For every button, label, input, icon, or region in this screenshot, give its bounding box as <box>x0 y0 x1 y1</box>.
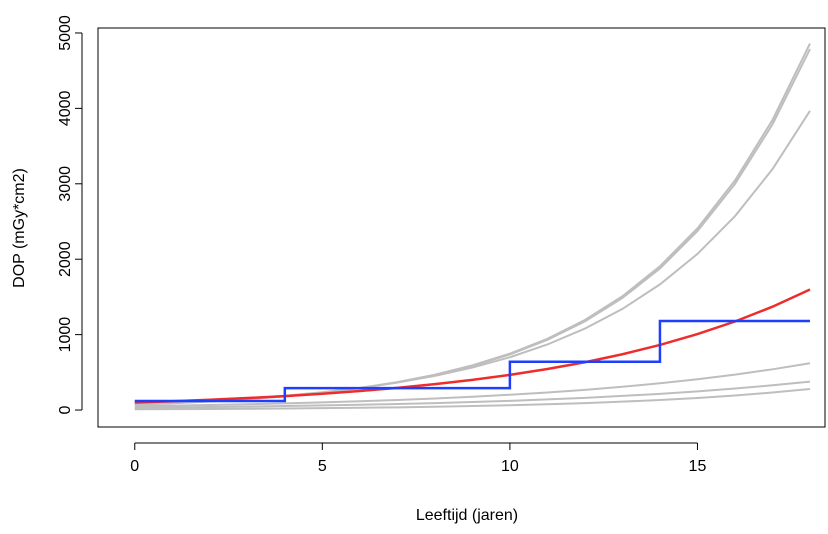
y-tick-label: 2000 <box>57 241 74 277</box>
x-tick-label: 0 <box>130 458 139 475</box>
y-tick-label: 3000 <box>57 166 74 202</box>
series-line <box>134 319 810 403</box>
series-line <box>134 288 811 404</box>
series-line <box>134 387 811 411</box>
x-tick-label: 5 <box>318 458 327 475</box>
x-axis-label: Leeftijd (jaren) <box>416 507 518 524</box>
y-tick-label: 0 <box>57 405 74 414</box>
x-tick-label: 15 <box>689 458 707 475</box>
series-line <box>134 43 811 406</box>
series-line <box>134 48 811 406</box>
y-tick-label: 4000 <box>57 90 74 126</box>
series-line <box>134 380 811 409</box>
y-axis-label: DOP (mGy*cm2) <box>11 168 28 288</box>
series-line <box>134 362 811 408</box>
y-tick-label: 5000 <box>57 15 74 51</box>
x-tick-label: 10 <box>501 458 519 475</box>
plot-box <box>97 27 826 428</box>
y-tick-label: 1000 <box>57 317 74 353</box>
series-line <box>134 110 811 405</box>
